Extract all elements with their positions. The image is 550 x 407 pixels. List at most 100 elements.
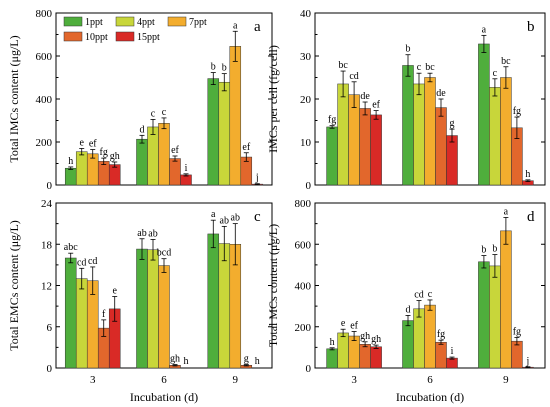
legend-swatch: [167, 16, 187, 27]
y-tick-label: 10: [300, 137, 312, 149]
bar: [359, 108, 371, 186]
panel-letter: a: [254, 19, 261, 35]
significance-label: f: [102, 309, 106, 320]
significance-label: ef: [89, 139, 97, 150]
significance-label: b: [222, 63, 227, 74]
legend-swatch: [63, 16, 83, 27]
bar: [413, 83, 425, 186]
bar: [402, 320, 414, 369]
significance-label: b: [211, 62, 216, 73]
y-tick-label: 30: [300, 51, 312, 63]
significance-label: h: [255, 356, 260, 367]
bar: [424, 77, 436, 186]
bar: [337, 332, 349, 369]
bar: [478, 43, 490, 186]
y-tick-label: 24: [41, 198, 53, 210]
y-tick-label: 800: [295, 198, 312, 210]
significance-label: i: [185, 163, 188, 174]
significance-label: ef: [372, 100, 380, 111]
bar: [337, 83, 349, 186]
y-tick-label: 6: [47, 322, 53, 334]
bar: [413, 308, 425, 369]
significance-label: b: [406, 44, 411, 55]
bar: [489, 87, 501, 186]
significance-label: abc: [64, 242, 78, 253]
x-tick-label: 6: [427, 374, 433, 386]
bar: [136, 248, 148, 369]
significance-label: fg: [513, 326, 521, 337]
panel-letter: d: [527, 209, 535, 225]
significance-label: j: [526, 356, 530, 367]
significance-label: d: [140, 124, 145, 135]
significance-label: cd: [414, 290, 423, 301]
significance-label: a: [504, 206, 509, 217]
bar: [478, 261, 490, 369]
bar: [180, 174, 192, 186]
bar: [348, 94, 360, 186]
panel-c: c 0 6 12 18 24 Total EMCs content (μg/L) 3 6 9 Inc…: [7, 198, 273, 404]
significance-label: g: [450, 118, 455, 129]
y-axis-label: IMCs per cell (fg/cell): [266, 45, 280, 153]
y-tick-label: 12: [41, 281, 52, 293]
y-tick-label: 200: [295, 322, 312, 334]
bar: [218, 243, 231, 369]
significance-label: b: [481, 245, 486, 256]
bar: [147, 126, 159, 186]
significance-label: a: [482, 24, 487, 35]
legend-entry: 4ppt: [137, 17, 155, 28]
significance-label: i: [451, 346, 454, 357]
significance-label: c: [151, 108, 156, 119]
legend-swatch: [115, 16, 135, 27]
bar: [370, 346, 382, 369]
y-tick-label: 0: [47, 180, 53, 192]
panel-letter: c: [254, 209, 261, 225]
x-tick-label: 9: [233, 374, 239, 386]
significance-label: a: [211, 209, 216, 220]
y-tick-label: 800: [36, 8, 53, 20]
y-axis-label: Total IMCs content (μg/L): [7, 35, 21, 162]
y-tick-label: 0: [47, 363, 53, 375]
significance-label: c: [493, 68, 498, 79]
significance-label: bc: [501, 56, 511, 67]
x-tick-label: 6: [161, 374, 167, 386]
y-tick-label: 0: [306, 180, 312, 192]
significance-label: ab: [231, 213, 240, 224]
bar: [75, 278, 88, 369]
bar: [446, 357, 458, 369]
significance-label: j: [255, 173, 259, 184]
y-tick-label: 600: [295, 239, 312, 251]
legend-entry: 7ppt: [189, 17, 207, 28]
bar: [489, 265, 501, 369]
panel-letter: b: [527, 19, 535, 35]
legend-swatch: [115, 31, 135, 42]
bar: [64, 167, 77, 186]
significance-label: gh: [360, 331, 370, 342]
significance-label: gh: [170, 354, 180, 365]
x-tick-label: 3: [351, 374, 357, 386]
bar: [136, 138, 148, 186]
significance-label: ef: [242, 142, 250, 153]
bar: [359, 344, 371, 369]
significance-label: h: [184, 356, 189, 367]
bar: [207, 78, 220, 186]
significance-label: b: [492, 244, 497, 255]
x-tick-label: 9: [503, 374, 509, 386]
bar: [169, 158, 181, 186]
significance-label: ab: [220, 215, 229, 226]
bar: [207, 233, 220, 369]
legend-entry: 10ppt: [85, 32, 108, 43]
bar: [158, 123, 170, 186]
y-axis-label: Total EMCs content (μg/L): [7, 220, 21, 351]
panel-a: a 0 200 400 600 800 Total IMCs content (μg/L) h…: [7, 8, 273, 192]
significance-label: c: [417, 62, 422, 73]
bar: [500, 230, 512, 369]
significance-label: e: [79, 137, 84, 148]
y-tick-label: 18: [41, 239, 53, 251]
significance-label: c: [428, 289, 433, 300]
bar: [218, 81, 231, 186]
significance-label: cd: [77, 257, 86, 268]
significance-label: ab: [148, 228, 157, 239]
significance-label: c: [162, 107, 167, 118]
